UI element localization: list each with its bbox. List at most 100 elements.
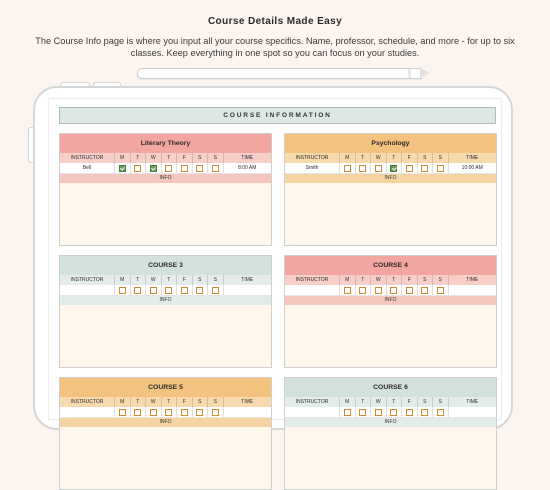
time-field[interactable]: 8:00 AM xyxy=(238,165,257,171)
stylus-tip xyxy=(420,68,430,78)
instructor-field[interactable]: Bell xyxy=(60,163,115,173)
instructor-header: INSTRUCTOR xyxy=(285,397,340,407)
info-label: INFO xyxy=(60,174,271,183)
course-title[interactable]: Literary Theory xyxy=(60,134,271,153)
course-title[interactable]: COURSE 3 xyxy=(60,256,271,275)
day-checkbox[interactable] xyxy=(180,165,188,172)
time-field[interactable]: 10:00 AM xyxy=(461,165,483,171)
info-notes-area[interactable] xyxy=(285,183,496,245)
day-header: F xyxy=(402,397,418,407)
day-header: F xyxy=(177,275,193,285)
day-checkbox[interactable] xyxy=(211,165,219,172)
time-field[interactable] xyxy=(224,407,272,417)
info-label: INFO xyxy=(60,296,271,305)
instructor-field[interactable]: Smith xyxy=(285,163,340,173)
course-card-1: Literary Theory INSTRUCTOR M T W T F S S… xyxy=(59,133,272,246)
schedule-header: INSTRUCTOR M T W T F S S TIME xyxy=(60,153,271,163)
time-field[interactable] xyxy=(224,285,272,295)
day-header: M xyxy=(115,153,131,163)
tablet-side-button xyxy=(28,127,34,163)
course-title[interactable]: COURSE 6 xyxy=(285,378,496,397)
day-checkbox[interactable] xyxy=(343,287,351,294)
instructor-field[interactable] xyxy=(60,285,115,295)
instructor-header: INSTRUCTOR xyxy=(285,275,340,285)
day-checkbox[interactable] xyxy=(436,287,444,294)
instructor-field[interactable] xyxy=(285,285,340,295)
day-checkbox[interactable] xyxy=(359,287,367,294)
schedule-row xyxy=(285,285,496,296)
time-field[interactable] xyxy=(449,407,497,417)
day-header: T xyxy=(387,153,402,163)
day-checkbox[interactable] xyxy=(421,165,429,172)
day-checkbox[interactable] xyxy=(374,287,382,294)
tablet-volume-button xyxy=(93,82,121,89)
day-header: T xyxy=(131,153,146,163)
day-header: T xyxy=(387,397,402,407)
day-checkbox[interactable] xyxy=(180,287,188,294)
course-card-5: COURSE 5 INSTRUCTOR M T W T F S S TIME I… xyxy=(59,377,272,490)
day-checkbox[interactable] xyxy=(390,165,398,172)
day-checkbox[interactable] xyxy=(405,287,413,294)
info-notes-area[interactable] xyxy=(285,305,496,367)
day-checkbox[interactable] xyxy=(343,165,351,172)
day-header: S xyxy=(433,275,449,285)
instructor-field[interactable] xyxy=(60,407,115,417)
day-header: W xyxy=(146,397,162,407)
day-header: S xyxy=(208,397,224,407)
day-checkbox[interactable] xyxy=(149,287,157,294)
day-checkbox[interactable] xyxy=(196,165,204,172)
info-notes-area[interactable] xyxy=(60,427,271,489)
info-notes-area[interactable] xyxy=(60,305,271,367)
day-header: F xyxy=(402,275,418,285)
course-card-2: Psychology INSTRUCTOR M T W T F S S TIME… xyxy=(284,133,497,246)
day-checkbox[interactable] xyxy=(421,287,429,294)
day-checkbox[interactable] xyxy=(149,165,157,172)
day-checkbox[interactable] xyxy=(436,165,444,172)
course-card-3: COURSE 3 INSTRUCTOR M T W T F S S TIME I… xyxy=(59,255,272,368)
day-header: T xyxy=(387,275,402,285)
instructor-field[interactable] xyxy=(285,407,340,417)
course-card-4: COURSE 4 INSTRUCTOR M T W T F S S TIME I… xyxy=(284,255,497,368)
day-header: S xyxy=(193,153,208,163)
info-notes-area[interactable] xyxy=(285,427,496,489)
day-checkbox[interactable] xyxy=(405,165,413,172)
day-checkbox[interactable] xyxy=(118,165,126,172)
day-header: M xyxy=(340,275,356,285)
day-checkbox[interactable] xyxy=(134,165,142,172)
headline: Course Details Made Easy xyxy=(207,16,343,27)
stylus-band xyxy=(408,69,411,78)
day-checkbox[interactable] xyxy=(196,287,204,294)
day-header: S xyxy=(418,275,433,285)
course-title[interactable]: COURSE 4 xyxy=(285,256,496,275)
day-header: T xyxy=(162,153,177,163)
page-title: COURSE INFORMATION xyxy=(59,107,496,124)
day-checkbox[interactable] xyxy=(134,287,142,294)
info-label: INFO xyxy=(285,296,496,305)
day-checkbox[interactable] xyxy=(374,165,382,172)
day-checkbox[interactable] xyxy=(165,287,173,294)
course-title[interactable]: Psychology xyxy=(285,134,496,153)
day-header: W xyxy=(371,275,387,285)
schedule-header: INSTRUCTOR M T W T F S S TIME xyxy=(60,275,271,285)
time-header: TIME xyxy=(466,155,479,161)
day-header: W xyxy=(146,275,162,285)
schedule-header: INSTRUCTOR M T W T F S S TIME xyxy=(285,153,496,163)
day-checkbox[interactable] xyxy=(165,165,173,172)
course-title[interactable]: COURSE 5 xyxy=(60,378,271,397)
day-header: S xyxy=(208,153,224,163)
info-notes-area[interactable] xyxy=(60,183,271,245)
schedule-row xyxy=(60,285,271,296)
info-label: INFO xyxy=(60,418,271,427)
instructor-header: INSTRUCTOR xyxy=(60,153,115,163)
day-header: T xyxy=(162,275,177,285)
info-label: INFO xyxy=(285,174,496,183)
day-checkbox[interactable] xyxy=(118,287,126,294)
day-header: F xyxy=(402,153,418,163)
day-header: S xyxy=(433,153,449,163)
day-checkbox[interactable] xyxy=(359,165,367,172)
day-header: W xyxy=(371,153,387,163)
time-field[interactable] xyxy=(449,285,497,295)
day-checkbox[interactable] xyxy=(211,287,219,294)
day-checkbox[interactable] xyxy=(390,287,398,294)
day-header: F xyxy=(177,153,193,163)
